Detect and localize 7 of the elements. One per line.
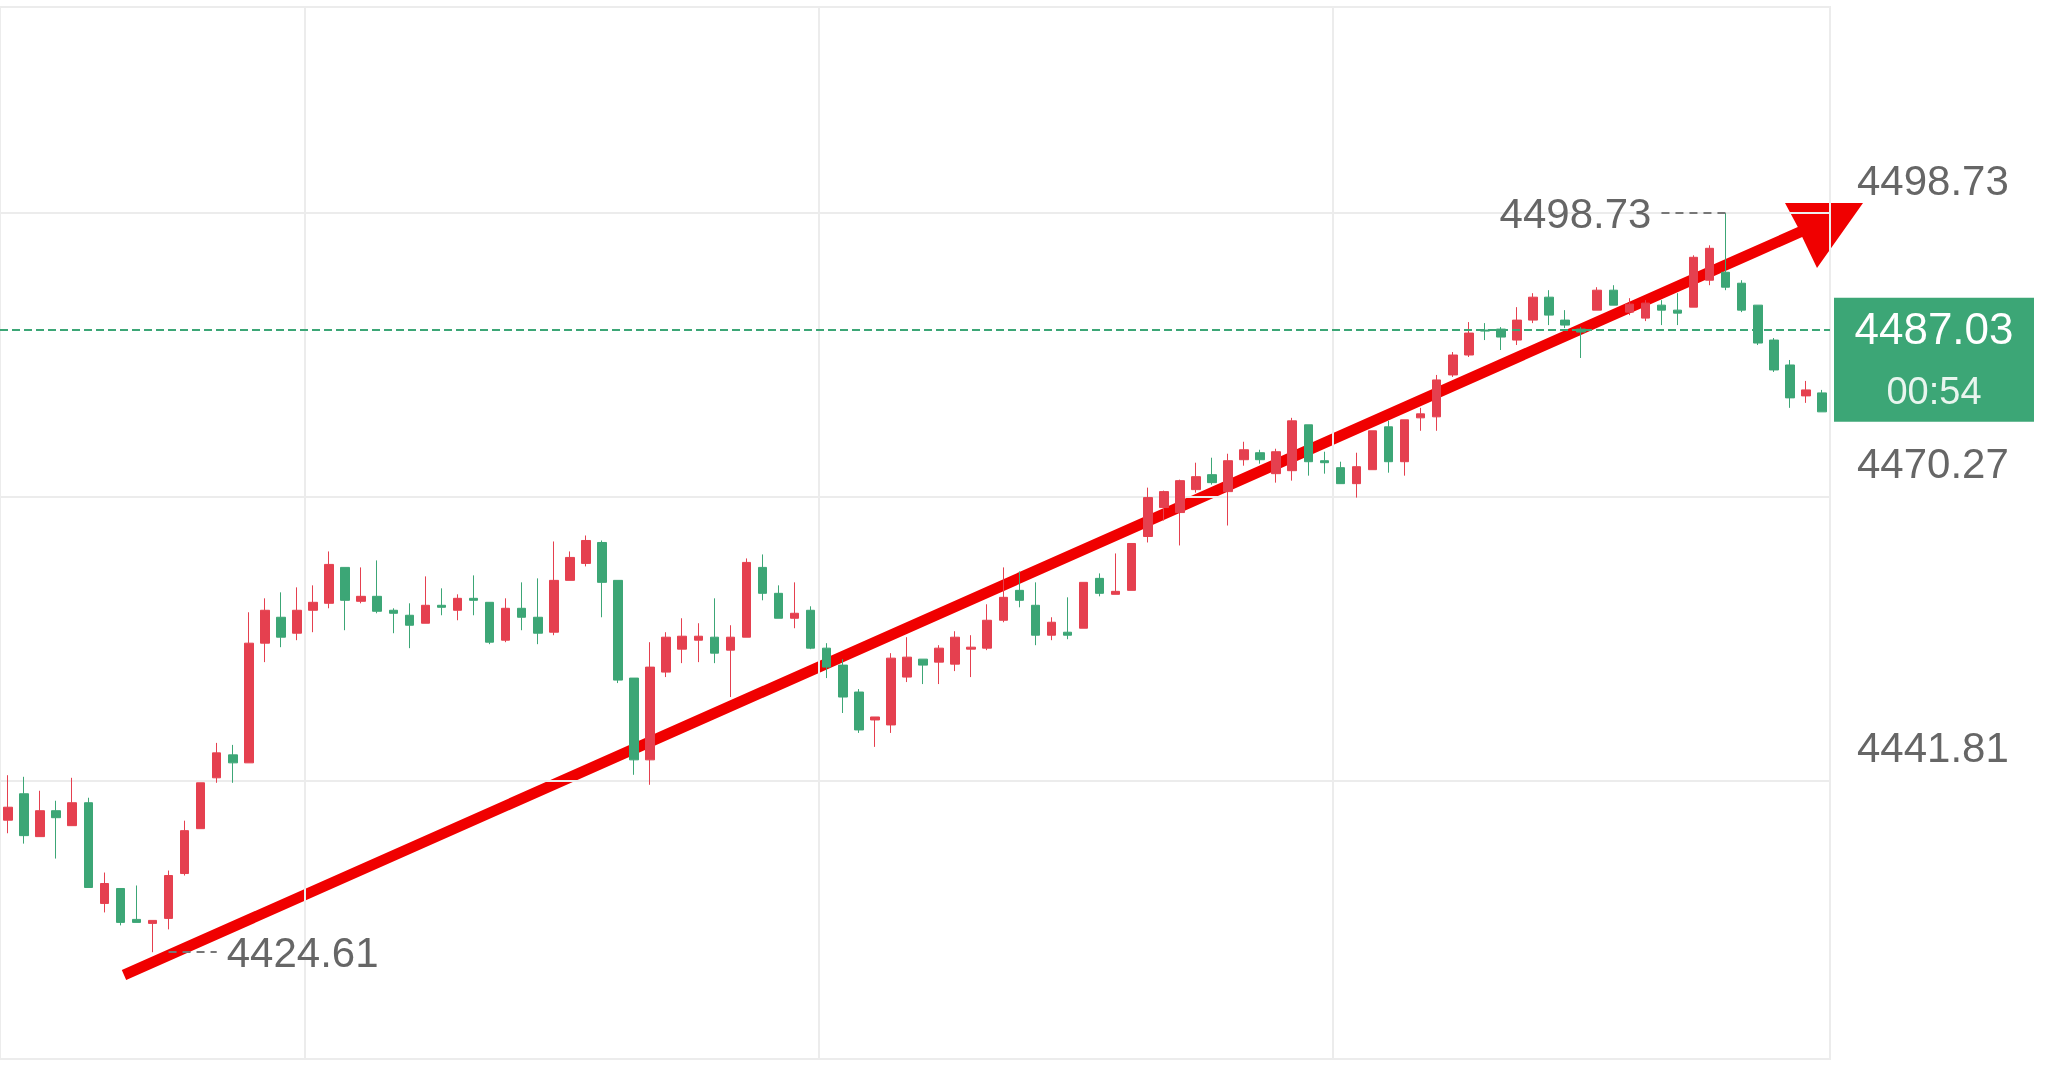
- y-tick-label: 4498.73: [1857, 156, 2009, 204]
- ref-line-label: 4487.03: [1854, 304, 2014, 354]
- annotation: 4498.73: [1499, 189, 1652, 237]
- y-tick-label: 4470.27: [1857, 440, 2009, 488]
- text: 00:54: [1886, 369, 1982, 412]
- annotation: 4424.61: [226, 928, 379, 976]
- y-tick-label: 4441.81: [1857, 724, 2009, 772]
